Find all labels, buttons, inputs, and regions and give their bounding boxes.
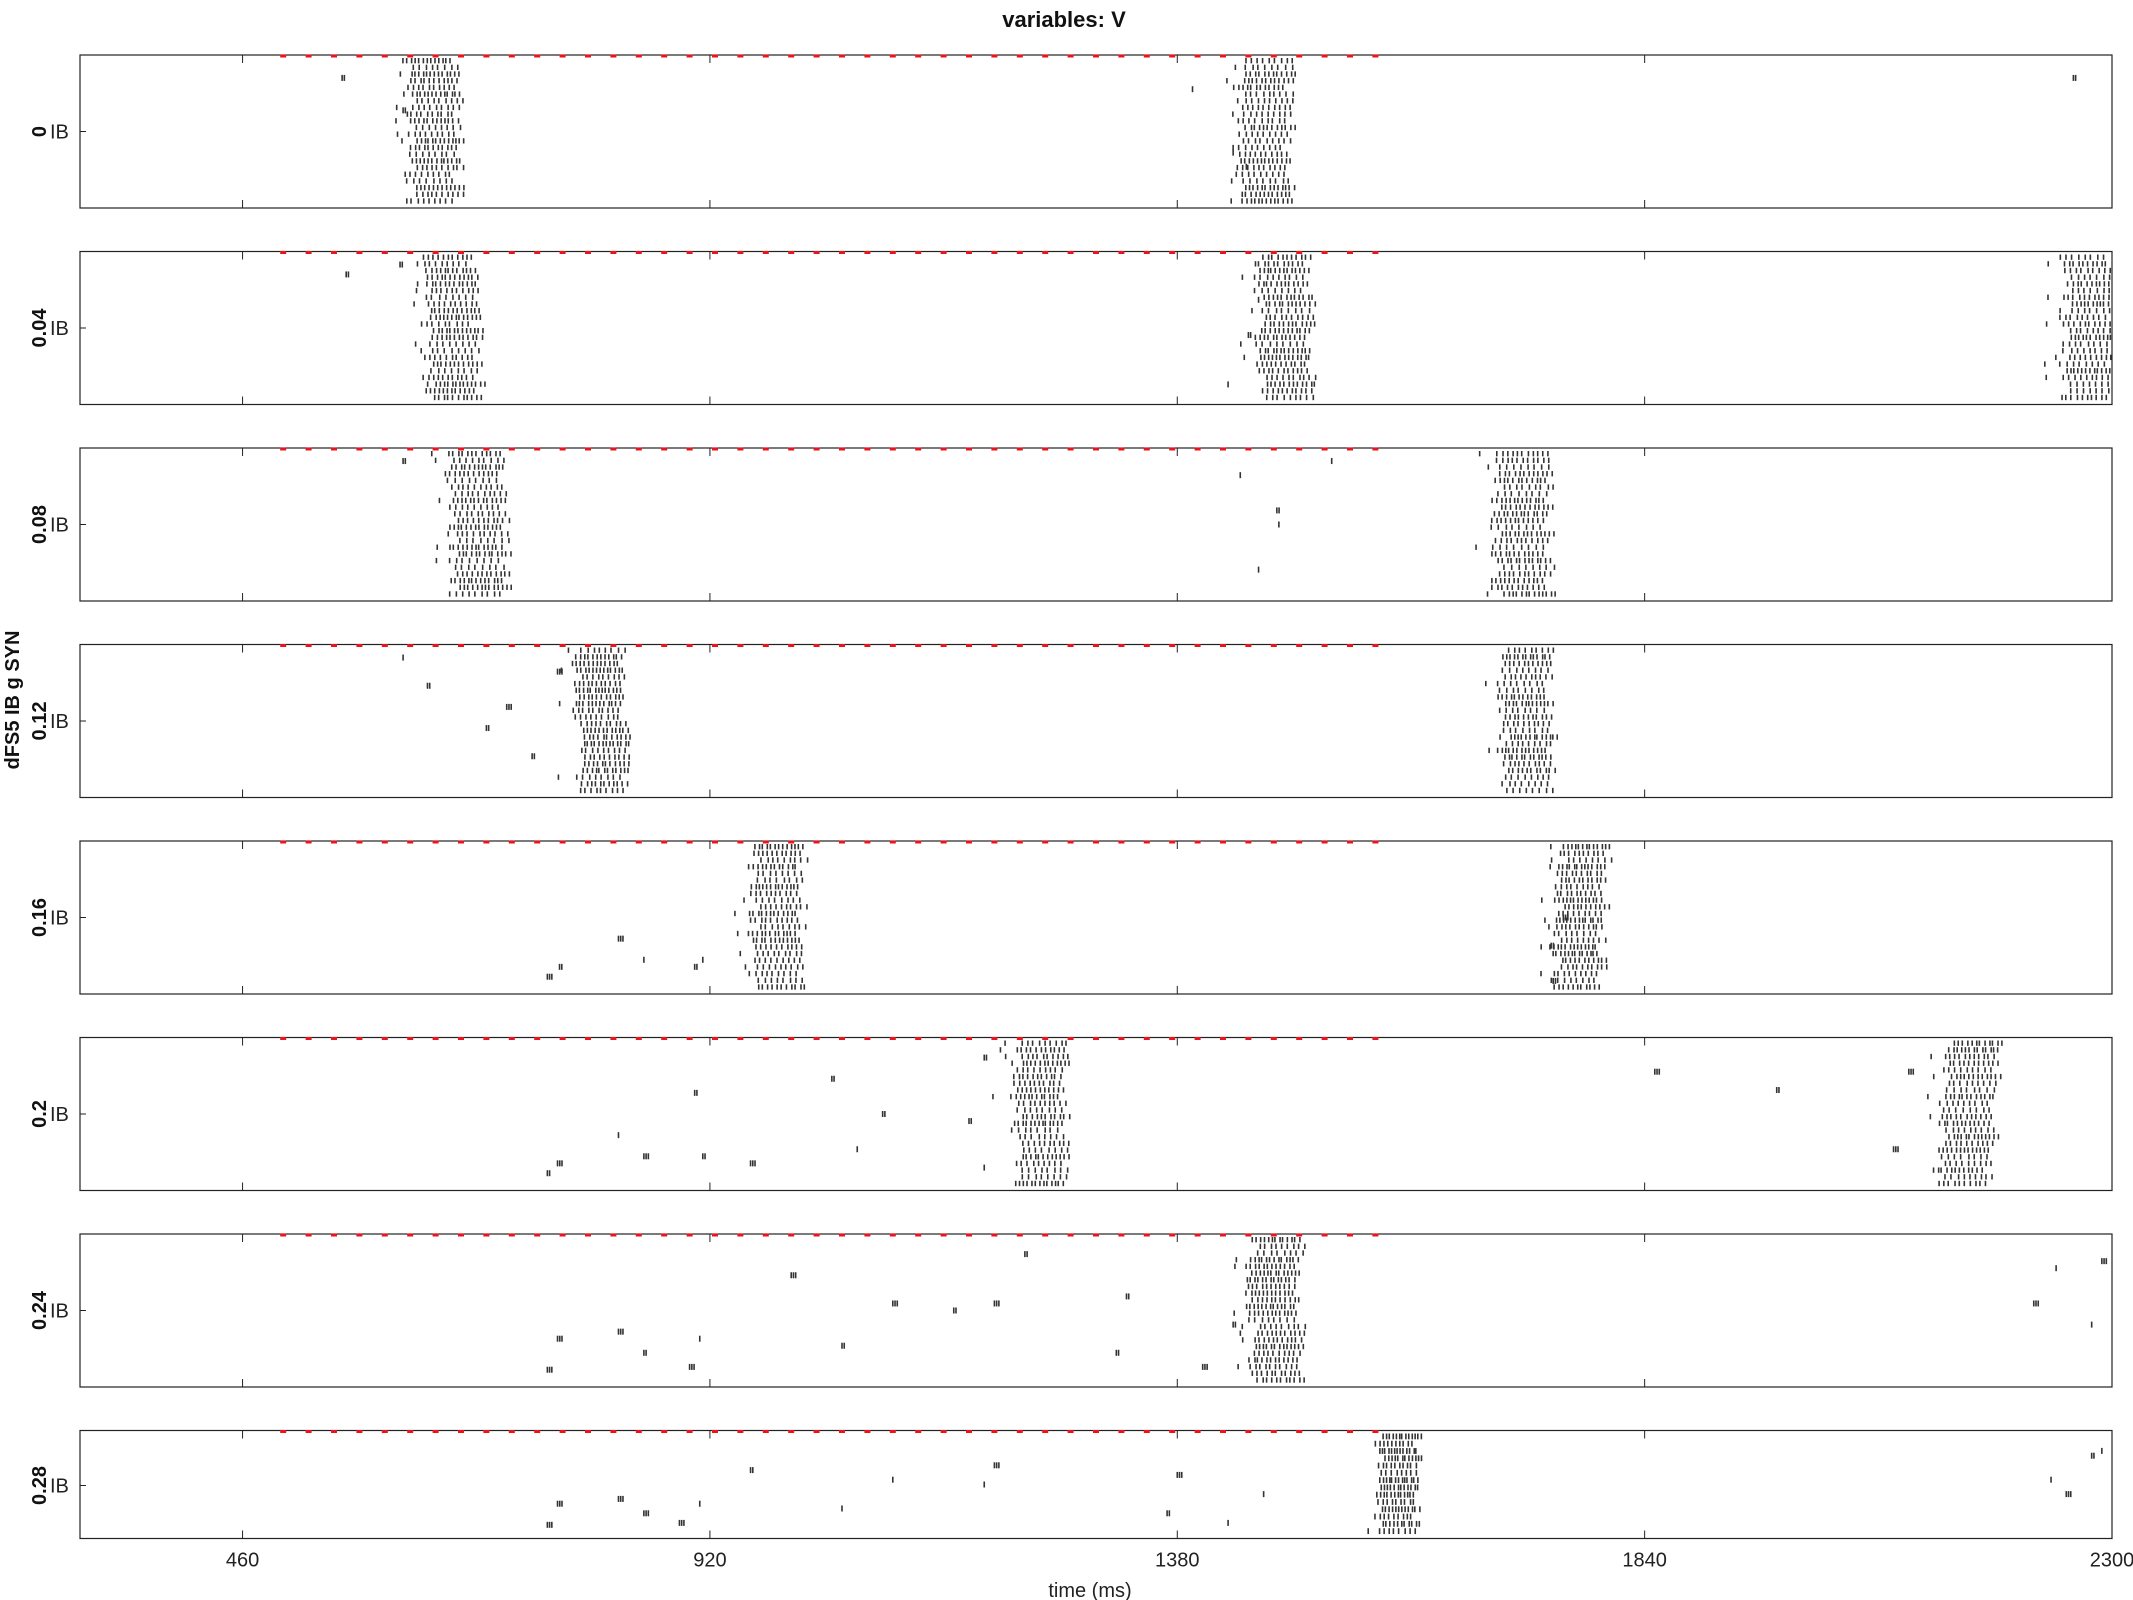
population-label: IB — [50, 122, 69, 144]
panel-frame — [79, 1429, 2113, 1540]
x-tick-label: 460 — [226, 1550, 259, 1572]
panel-3: IB0.12 — [29, 643, 2113, 799]
panel-frame — [79, 840, 2113, 995]
population-label: IB — [50, 1476, 69, 1498]
panel-5: IB0.2 — [29, 1036, 2113, 1192]
population-label: IB — [50, 908, 69, 930]
panels-group: IB0IB0.04IB0.08IB0.12IB0.16IB0.2IB0.2446… — [29, 54, 2133, 1572]
panel-frame — [79, 1233, 2113, 1388]
panel-label: 0 — [29, 126, 51, 137]
x-tick-label: 1840 — [1622, 1550, 1667, 1572]
panel-label: 0.24 — [29, 1290, 51, 1330]
panel-frame — [79, 1036, 2113, 1192]
panel-0: IB0 — [29, 54, 2113, 209]
population-label: IB — [50, 1301, 69, 1323]
panel-frame — [79, 447, 2113, 602]
panel-label: 0.08 — [29, 505, 51, 544]
panel-label: 0.04 — [29, 308, 51, 348]
population-label: IB — [50, 711, 69, 733]
panel-1: IB0.04 — [29, 250, 2113, 406]
population-label: IB — [50, 1104, 69, 1126]
y-axis-label: dFS5 IB g SYN — [2, 631, 24, 770]
panel-frame — [79, 250, 2113, 406]
panel-frame — [79, 54, 2113, 209]
x-tick-label: 920 — [693, 1550, 726, 1572]
panel-label: 0.12 — [29, 702, 51, 741]
panel-label: 0.16 — [29, 898, 51, 937]
panel-6: IB0.24 — [29, 1233, 2113, 1388]
panel-label: 0.28 — [29, 1466, 51, 1505]
x-axis-label: time (ms) — [1048, 1580, 1131, 1600]
panel-label: 0.2 — [29, 1100, 51, 1128]
population-label: IB — [50, 515, 69, 537]
panel-frame — [79, 643, 2113, 799]
panel-4: IB0.16 — [29, 840, 2113, 995]
panel-2: IB0.08 — [29, 447, 2113, 602]
figure-title: variables: V — [1002, 7, 1126, 32]
panel-7: 460 920 1380 1840 2300 IB0.28 — [29, 1429, 2133, 1572]
x-tick-label: 2300 — [2090, 1550, 2133, 1572]
population-label: IB — [50, 318, 69, 340]
x-tick-label: 1380 — [1155, 1550, 1200, 1572]
